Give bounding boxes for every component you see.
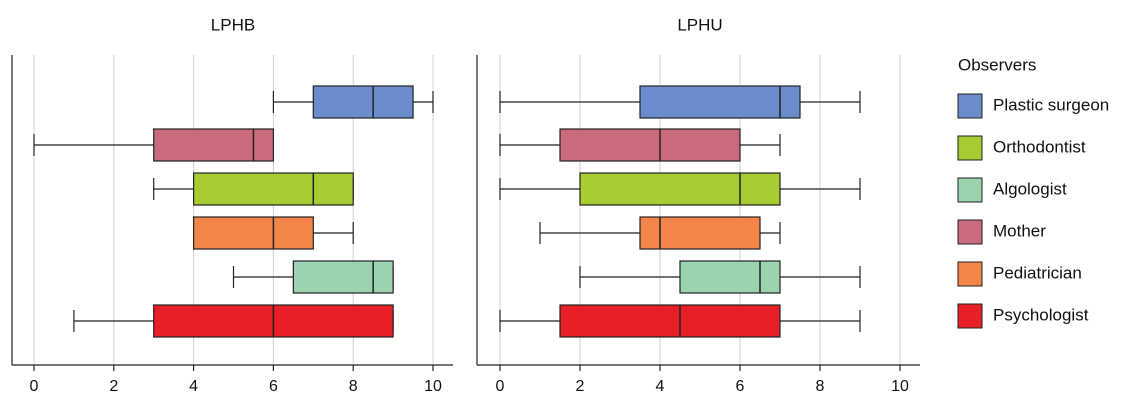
box-pediatrician <box>193 216 354 250</box>
legend-swatch <box>957 219 983 245</box>
legend-swatch <box>957 177 983 203</box>
box-iqr <box>193 172 354 206</box>
legend-item-orthodontist: Orthodontist <box>957 135 1086 161</box>
box-plastic-surgeon <box>272 85 434 119</box>
x-tick-label: 0 <box>496 378 505 395</box>
legend-item-mother: Mother <box>957 219 1046 245</box>
box-iqr <box>193 216 314 250</box>
panel-lphb: LPHB 0 2 4 6 8 10 <box>11 15 453 395</box>
x-tick-label: 10 <box>891 378 909 395</box>
legend-swatch <box>957 303 983 329</box>
box-psychologist <box>73 304 394 338</box>
legend: Observers Plastic surgeon Orthodontist Algo… <box>957 55 1109 329</box>
x-tick-label: 6 <box>736 378 745 395</box>
x-tick-label: 6 <box>269 378 278 395</box>
x-tick-label: 4 <box>189 378 198 395</box>
box-orthodontist <box>153 172 354 206</box>
box-iqr <box>559 304 781 338</box>
legend-title: Observers <box>958 55 1036 74</box>
legend-item-psychologist: Psychologist <box>957 303 1089 329</box>
legend-swatch <box>957 135 983 161</box>
legend-swatch <box>957 261 983 287</box>
x-tick-label: 10 <box>424 378 442 395</box>
x-tick-label: 0 <box>30 378 39 395</box>
x-tick-label: 2 <box>109 378 118 395</box>
box-mother <box>499 128 781 162</box>
panel-title: LPHU <box>677 15 722 34</box>
box-iqr <box>559 128 741 162</box>
legend-item-algologist: Algologist <box>957 177 1067 203</box>
panels: LPHB 0 2 4 6 8 10 LPHU 0 2 4 6 8 10 <box>11 15 920 395</box>
box-iqr <box>312 85 414 119</box>
box-iqr <box>639 85 801 119</box>
legend-item-plastic-surgeon: Plastic surgeon <box>957 93 1109 119</box>
box-iqr <box>679 260 781 294</box>
box-iqr <box>292 260 394 294</box>
box-algologist <box>232 260 394 294</box>
legend-label: Orthodontist <box>993 137 1086 156</box>
legend-item-pediatrician: Pediatrician <box>957 261 1082 287</box>
legend-label: Algologist <box>993 179 1067 198</box>
legend-swatch <box>957 93 983 119</box>
legend-label: Psychologist <box>993 305 1089 324</box>
box-iqr <box>153 128 274 162</box>
box-psychologist <box>499 304 861 338</box>
legend-label: Pediatrician <box>993 263 1082 282</box>
box-iqr <box>639 216 761 250</box>
legend-label: Mother <box>993 221 1046 240</box>
box-pediatrician <box>539 216 781 250</box>
panel-lphu: LPHU 0 2 4 6 8 10 <box>476 15 920 395</box>
x-tick-label: 2 <box>576 378 585 395</box>
x-tick-label: 8 <box>349 378 358 395</box>
box-algologist <box>579 260 861 294</box>
x-tick-label: 8 <box>816 378 825 395</box>
box-plastic-surgeon <box>499 85 861 119</box>
box-mother <box>33 128 274 162</box>
panel-title: LPHB <box>211 15 255 34</box>
box-iqr <box>579 172 781 206</box>
legend-label: Plastic surgeon <box>993 95 1109 114</box>
box-orthodontist <box>499 172 861 206</box>
x-tick-label: 4 <box>656 378 665 395</box>
